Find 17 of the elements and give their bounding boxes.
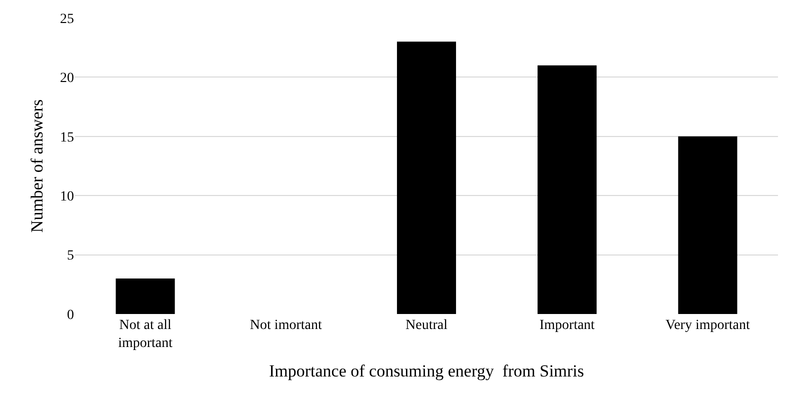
x-tick-label: Important bbox=[539, 318, 595, 333]
bar bbox=[396, 42, 456, 314]
x-axis-title: Importance of consuming energy from Simris bbox=[268, 362, 584, 381]
bar bbox=[678, 136, 738, 314]
x-tick-label: Neutral bbox=[406, 318, 448, 333]
bar bbox=[538, 65, 597, 314]
y-tick-label: 10 bbox=[60, 190, 74, 204]
bar bbox=[116, 278, 175, 314]
x-tick-label: Not at all important bbox=[118, 318, 173, 352]
x-tick-label: Not imortant bbox=[250, 318, 322, 333]
y-axis-title: Number of answers bbox=[28, 99, 47, 233]
y-tick-label: 0 bbox=[67, 308, 74, 323]
x-tick-label: Very important bbox=[666, 318, 750, 333]
y-tick-label: 5 bbox=[67, 248, 74, 264]
y-tick-label: 15 bbox=[60, 130, 74, 146]
y-tick-label: 25 bbox=[60, 12, 74, 27]
y-tick-label: 20 bbox=[60, 71, 74, 86]
